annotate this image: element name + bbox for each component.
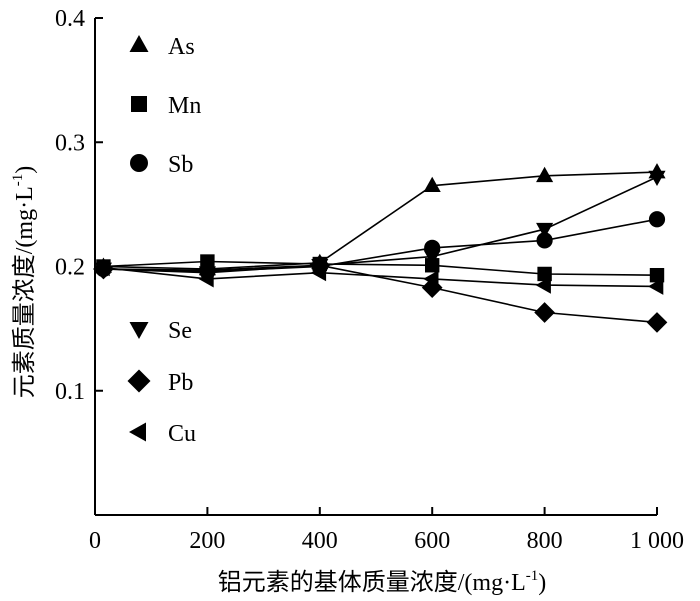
data-point-cu [310,264,327,282]
series-line-as [103,171,658,270]
y-axis-title-end: ) [12,166,38,174]
x-tick-label: 0 [89,528,101,554]
series-line-mn [103,260,658,276]
x-axis-title-sup: -1 [526,568,539,584]
y-tick-label: 0.3 [55,130,85,156]
y-tick-label: 0.4 [55,6,85,32]
data-point-cu [535,276,551,294]
data-point-pb [197,259,218,281]
series-markers [93,163,668,333]
data-point-pb [534,302,555,323]
data-point-cu [648,277,664,295]
legend-marker-sb [130,154,148,172]
data-point-se [648,170,666,187]
data-point-sb [536,232,553,249]
legend-marker-se [129,322,149,339]
data-point-mn [537,266,552,282]
x-axis-title: 铝元素的基体质量浓度/(mg·L-1) [218,568,546,596]
data-point-as [423,176,441,193]
y-axis-title-main: 元素质量浓度/(mg·L [11,186,38,398]
legend-label-pb: Pb [168,370,193,396]
y-axis-title: 元素质量浓度/(mg·L-1) [10,166,38,398]
data-point-cu [423,270,439,288]
x-tick-label: 1 000 [630,528,684,554]
data-point-mn [649,267,665,283]
data-point-cu [94,259,110,277]
data-point-pb [646,312,668,333]
legend: As Mn Sb Se Pb Cu [127,34,201,447]
legend-marker-mn [131,96,147,112]
legend-marker-cu [129,422,146,442]
series-line-cu [103,266,658,288]
legend-marker-as [129,35,149,52]
series-lines [103,171,658,324]
x-tick-label: 600 [414,528,450,554]
series-line-se [103,176,658,274]
series-line-sb [103,218,658,273]
x-axis-title-end: ) [538,570,546,596]
legend-label-as: As [168,34,195,60]
x-tick-label: 200 [189,528,225,554]
y-tick-label: 0.1 [55,379,85,405]
x-tick-label: 800 [527,528,563,554]
legend-marker-pb [127,369,151,393]
legend-label-sb: Sb [168,152,193,178]
y-tick-label: 0.2 [55,255,85,281]
data-point-se [536,222,554,239]
legend-label-mn: Mn [168,93,201,119]
legend-label-cu: Cu [168,421,196,447]
x-tick-label: 400 [302,528,338,554]
data-point-sb [648,211,666,228]
data-point-as [536,166,554,183]
y-axis-title-sup: -1 [10,174,26,187]
y-ticks: 0.1 0.2 0.3 0.4 [55,6,103,405]
data-point-se [423,250,441,266]
x-axis-title-main: 铝元素的基体质量浓度/(mg·L [218,569,526,596]
legend-label-se: Se [168,318,192,344]
x-ticks: 0 200 400 600 800 1 000 [89,507,684,554]
data-point-cu [198,270,214,288]
